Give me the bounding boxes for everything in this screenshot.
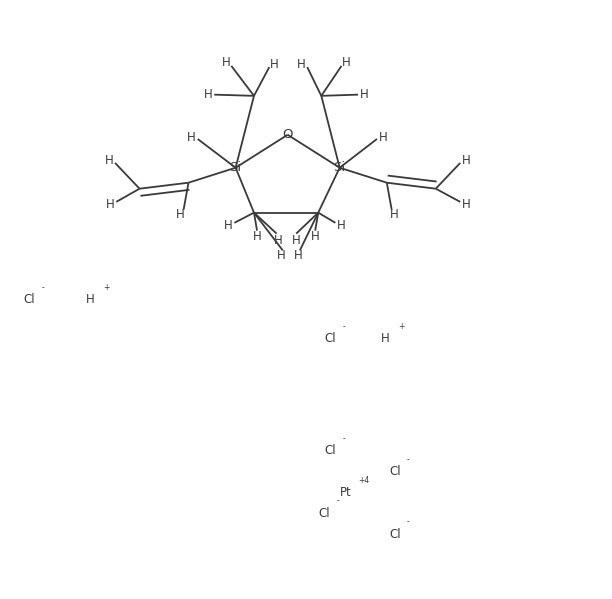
Text: Si: Si xyxy=(334,161,346,174)
Text: Cl: Cl xyxy=(389,528,400,541)
Text: Cl: Cl xyxy=(319,507,330,520)
Text: H: H xyxy=(253,230,261,243)
Text: H: H xyxy=(292,234,300,247)
Text: O: O xyxy=(282,128,293,141)
Text: H: H xyxy=(462,198,471,211)
Text: Cl: Cl xyxy=(325,444,336,457)
Text: +4: +4 xyxy=(358,476,369,485)
Text: H: H xyxy=(462,154,471,167)
Text: H: H xyxy=(277,249,286,262)
Text: H: H xyxy=(379,131,387,144)
Text: -: - xyxy=(407,455,409,464)
Text: H: H xyxy=(294,249,303,262)
Text: H: H xyxy=(390,208,399,221)
Text: H: H xyxy=(86,293,95,306)
Text: H: H xyxy=(106,198,114,211)
Text: Cl: Cl xyxy=(325,332,336,345)
Text: Cl: Cl xyxy=(24,293,35,306)
Text: H: H xyxy=(274,234,283,247)
Text: -: - xyxy=(343,434,345,443)
Text: Pt: Pt xyxy=(340,486,352,499)
Text: H: H xyxy=(222,56,231,69)
Text: H: H xyxy=(105,154,113,167)
Text: -: - xyxy=(343,322,345,331)
Text: +: + xyxy=(103,283,109,292)
Text: -: - xyxy=(42,283,44,292)
Text: Si: Si xyxy=(230,161,242,174)
Text: +: + xyxy=(398,322,404,331)
Text: H: H xyxy=(270,58,278,71)
Text: H: H xyxy=(297,58,306,71)
Text: Cl: Cl xyxy=(389,465,400,478)
Text: H: H xyxy=(342,56,351,69)
Text: H: H xyxy=(176,208,185,221)
Text: H: H xyxy=(187,131,196,144)
Text: H: H xyxy=(360,88,368,101)
Text: H: H xyxy=(204,88,212,101)
Text: H: H xyxy=(337,219,346,232)
Text: -: - xyxy=(407,518,409,527)
Text: -: - xyxy=(337,497,339,506)
Text: H: H xyxy=(311,230,319,243)
Text: H: H xyxy=(381,332,390,345)
Text: H: H xyxy=(224,219,233,232)
